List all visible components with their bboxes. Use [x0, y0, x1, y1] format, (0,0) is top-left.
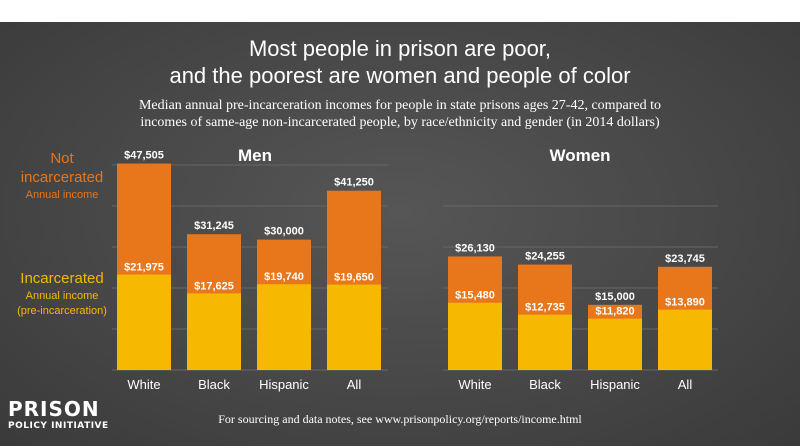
value-label-incarcerated-men-all: $19,650	[334, 272, 374, 284]
value-label-not-incarcerated-men-hispanic: $30,000	[264, 226, 304, 238]
category-label-women-black: Black	[529, 377, 561, 392]
value-label-not-incarcerated-men-all: $41,250	[334, 177, 374, 189]
bar-incarcerated-women-hispanic	[588, 318, 642, 370]
chart-title-line2: and the poorest are women and people of …	[169, 63, 630, 88]
chart-title-line1: Most people in prison are poor,	[249, 36, 551, 61]
legend-incarcerated-sub1: Annual income	[26, 290, 99, 302]
category-label-women-hispanic: Hispanic	[590, 377, 640, 392]
panel-title-men: Men	[238, 146, 272, 165]
category-label-women-all: All	[678, 377, 693, 392]
legend-incarcerated-line1: Incarcerated	[20, 270, 103, 287]
bar-incarcerated-men-hispanic	[257, 284, 311, 370]
value-label-not-incarcerated-women-hispanic: $15,000	[595, 291, 635, 303]
legend-not-incarcerated-line2: incarcerated	[21, 169, 104, 186]
logo-text-policy-initiative: POLICY INITIATIVE	[8, 421, 109, 431]
category-label-men-all: All	[347, 377, 362, 392]
bar-incarcerated-women-all	[658, 309, 712, 370]
category-label-men-white: White	[127, 377, 160, 392]
value-label-incarcerated-women-all: $13,890	[665, 297, 705, 309]
bar-incarcerated-men-white	[117, 274, 171, 370]
bar-incarcerated-men-black	[187, 293, 241, 370]
value-label-incarcerated-women-white: $15,480	[455, 290, 495, 302]
legend-not-incarcerated-line1: Not	[50, 150, 74, 167]
legend-incarcerated-sub2: (pre-incarceration)	[17, 305, 107, 317]
value-label-incarcerated-women-black: $12,735	[525, 302, 565, 314]
panel-title-women: Women	[549, 146, 610, 165]
value-label-not-incarcerated-women-all: $23,745	[665, 253, 705, 265]
value-label-incarcerated-men-white: $21,975	[124, 261, 164, 273]
value-label-not-incarcerated-men-white: $47,505	[124, 150, 164, 162]
category-label-women-white: White	[458, 377, 491, 392]
logo-text-prison: PRISON	[8, 397, 100, 421]
legend-not-incarcerated-sub: Annual income	[26, 189, 99, 201]
category-label-men-hispanic: Hispanic	[259, 377, 309, 392]
bar-incarcerated-men-all	[327, 284, 381, 370]
prison-policy-logo: PRISON POLICY INITIATIVE	[8, 397, 109, 431]
chart-subtitle-line1: Median annual pre-incarceration incomes …	[139, 98, 661, 113]
category-label-men-black: Black	[198, 377, 230, 392]
bar-incarcerated-women-white	[448, 302, 502, 370]
chart-stage: Most people in prison are poor, and the …	[0, 22, 800, 446]
footer-source-note: For sourcing and data notes, see www.pri…	[218, 412, 582, 426]
income-bar-chart: Most people in prison are poor, and the …	[8, 36, 718, 431]
chart-subtitle-line2: incomes of same-age non-incarcerated peo…	[140, 115, 660, 130]
value-label-incarcerated-women-hispanic: $11,820	[595, 306, 634, 318]
value-label-not-incarcerated-men-black: $31,245	[194, 220, 234, 232]
value-label-incarcerated-men-black: $17,625	[194, 280, 234, 292]
value-label-not-incarcerated-women-white: $26,130	[455, 242, 495, 254]
value-label-not-incarcerated-women-black: $24,255	[525, 251, 565, 263]
bar-incarcerated-women-black	[518, 314, 572, 370]
value-label-incarcerated-men-hispanic: $19,740	[264, 271, 304, 283]
bars: Men $47,505 $21,975 White $31,245 $17,625 Blac…	[117, 146, 712, 392]
